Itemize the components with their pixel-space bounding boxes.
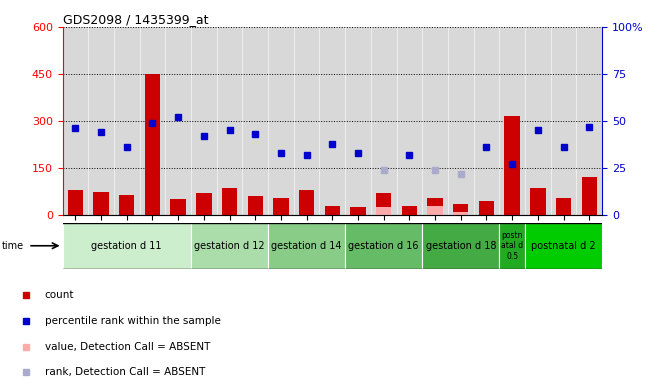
Text: gestation d 18: gestation d 18: [426, 241, 496, 251]
Text: gestation d 16: gestation d 16: [349, 241, 419, 251]
Bar: [145, 74, 160, 215]
Bar: [119, 195, 134, 215]
Bar: [427, 198, 443, 215]
Text: count: count: [45, 290, 74, 300]
Bar: [222, 189, 238, 215]
Bar: [530, 189, 545, 215]
Bar: [196, 193, 211, 215]
Text: GDS2098 / 1435399_at: GDS2098 / 1435399_at: [63, 13, 208, 26]
Bar: [376, 207, 392, 215]
Bar: [68, 190, 83, 215]
Bar: [324, 206, 340, 215]
Bar: [499, 223, 525, 269]
Text: percentile rank within the sample: percentile rank within the sample: [45, 316, 220, 326]
Bar: [427, 206, 443, 215]
Text: time: time: [1, 241, 24, 251]
Bar: [422, 223, 499, 269]
Bar: [582, 177, 597, 215]
Bar: [345, 223, 422, 269]
Bar: [191, 223, 268, 269]
Bar: [453, 204, 468, 215]
Text: postnatal d 2: postnatal d 2: [531, 241, 596, 251]
Bar: [556, 198, 571, 215]
Text: gestation d 11: gestation d 11: [91, 241, 162, 251]
Text: postn
atal d
0.5: postn atal d 0.5: [501, 231, 523, 261]
Bar: [273, 198, 289, 215]
Bar: [505, 116, 520, 215]
Bar: [525, 223, 602, 269]
Text: gestation d 14: gestation d 14: [271, 241, 342, 251]
Bar: [376, 193, 392, 215]
Bar: [453, 212, 468, 215]
Bar: [350, 207, 366, 215]
Text: gestation d 12: gestation d 12: [194, 241, 265, 251]
Bar: [299, 190, 315, 215]
Bar: [247, 196, 263, 215]
Bar: [401, 206, 417, 215]
Bar: [63, 223, 191, 269]
Text: value, Detection Call = ABSENT: value, Detection Call = ABSENT: [45, 342, 210, 352]
Bar: [93, 192, 109, 215]
Bar: [268, 223, 345, 269]
Text: rank, Detection Call = ABSENT: rank, Detection Call = ABSENT: [45, 367, 205, 377]
Bar: [479, 201, 494, 215]
Bar: [170, 199, 186, 215]
